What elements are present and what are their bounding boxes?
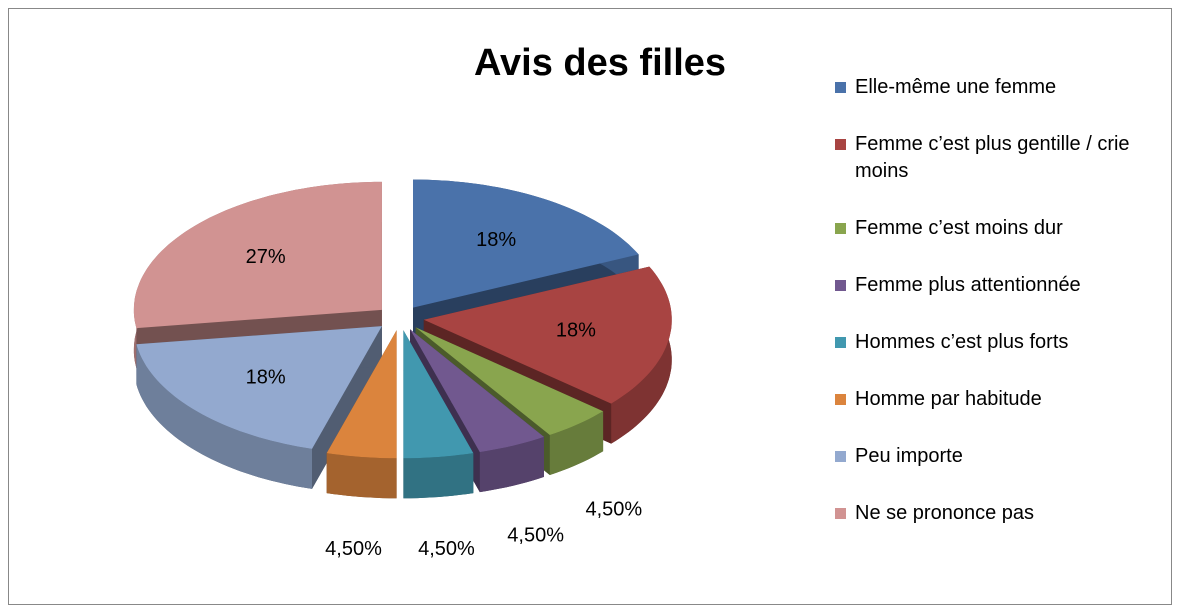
legend-label: Hommes c’est plus forts: [855, 331, 1069, 353]
legend-swatch: [835, 139, 846, 150]
legend-item: Homme par habitude: [835, 386, 1165, 413]
data-label: 4,50%: [507, 525, 564, 547]
data-label: 18%: [476, 229, 516, 251]
data-label: 18%: [556, 319, 596, 341]
legend-label: Femme c’est moins dur: [855, 217, 1063, 239]
slice: [326, 330, 397, 459]
legend-swatch: [835, 394, 846, 405]
slice: [136, 326, 382, 449]
legend: Elle-même une femme Femme c’est plus gent…: [835, 74, 1165, 557]
legend-item: Femme c’est plus gentille / crie moins: [835, 131, 1165, 185]
slice: [403, 330, 474, 459]
legend-swatch: [835, 223, 846, 234]
slice: [415, 327, 604, 435]
legend-item: Ne se prononce pas: [835, 500, 1165, 527]
data-label: 4,50%: [585, 499, 642, 521]
slice: [413, 179, 639, 308]
legend-item: Hommes c’est plus forts: [835, 329, 1165, 356]
legend-item: Elle-même une femme: [835, 74, 1165, 101]
slice-side: [479, 436, 544, 493]
slice-side: [549, 411, 604, 475]
data-label: 4,50%: [418, 538, 475, 560]
data-label: 18%: [246, 366, 286, 388]
legend-label: Femme plus attentionnée: [855, 274, 1081, 296]
legend-swatch: [835, 451, 846, 462]
legend-label: Ne se prononce pas: [855, 502, 1035, 524]
legend-label: Peu importe: [855, 445, 963, 467]
legend-label: Homme par habitude: [855, 388, 1042, 410]
legend-label: Femme c’est plus gentille / crie moins: [855, 133, 1130, 182]
slice-side: [326, 453, 397, 499]
slice: [410, 329, 544, 453]
legend-item: Femme plus attentionnée: [835, 272, 1165, 299]
legend-item: Femme c’est moins dur: [835, 215, 1165, 242]
slice: [423, 266, 672, 404]
chart-title: Avis des filles: [473, 42, 727, 84]
legend-item: Peu importe: [835, 443, 1165, 470]
legend-swatch: [835, 82, 846, 93]
data-label: 27%: [246, 246, 286, 268]
legend-swatch: [835, 337, 846, 348]
data-label: 4,50%: [325, 538, 382, 560]
slice-side: [403, 453, 474, 499]
legend-swatch: [835, 508, 846, 519]
legend-label: Elle-même une femme: [855, 76, 1057, 98]
legend-swatch: [835, 280, 846, 291]
chart-frame: [8, 8, 1172, 605]
slice-side: [136, 344, 312, 489]
slice: [133, 181, 382, 329]
